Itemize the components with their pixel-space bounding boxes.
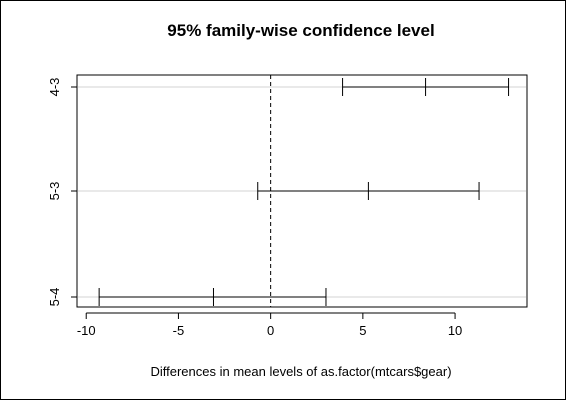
- x-tick-label-10: 10: [448, 323, 462, 338]
- x-tick-label--5: -5: [173, 323, 185, 338]
- x-tick-label-0: 0: [267, 323, 274, 338]
- x-axis-label: Differences in mean levels of as.factor(…: [150, 364, 451, 379]
- x-tick-label-5: 5: [359, 323, 366, 338]
- chart-title: 95% family-wise confidence level: [167, 21, 434, 40]
- y-tick-label-5-4: 5-4: [47, 288, 62, 307]
- y-tick-label-4-3: 4-3: [47, 78, 62, 97]
- x-tick-label--10: -10: [77, 323, 96, 338]
- y-tick-label-5-3: 5-3: [47, 182, 62, 201]
